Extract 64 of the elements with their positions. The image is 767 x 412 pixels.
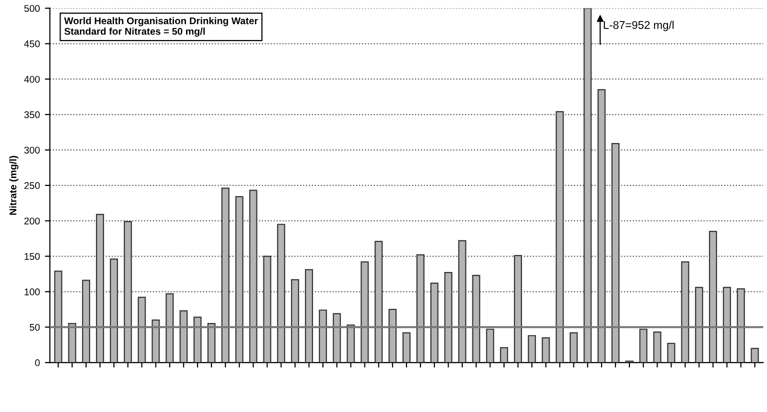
bar [110,258,118,363]
bar [667,342,676,363]
bar [180,310,188,363]
y-tick-label: 50 [30,324,40,331]
y-axis-title: Nitrate (mg/l) [9,156,18,215]
bar [152,319,160,363]
y-tick-label: 200 [24,218,40,224]
y-tick-label: 150 [24,253,40,260]
bar [388,308,397,363]
bar [500,347,508,363]
bar [722,286,731,363]
bar [570,332,578,363]
bar [374,240,383,363]
bar [277,224,286,363]
bar [332,313,341,363]
bar [472,274,480,363]
bar [750,348,759,363]
bar [708,230,718,363]
bar [291,279,300,363]
bar [458,240,466,363]
bar [430,282,438,363]
y-tick-label: 0 [35,359,40,366]
bar [193,316,202,363]
bar [82,280,90,363]
bar [695,286,704,363]
bar [736,288,745,363]
bar [54,270,62,363]
bar [263,256,272,363]
bar [124,220,132,363]
y-tick-label: 100 [24,288,40,296]
bar [318,310,327,363]
bar [360,261,369,363]
bar [681,261,690,363]
bar [138,296,146,363]
bar [639,328,648,363]
y-tick-label: 300 [24,146,40,154]
bar [221,188,230,363]
bar [207,323,216,363]
bar [542,337,550,363]
bar [598,89,606,363]
bar [166,293,174,363]
bar [653,332,662,363]
bar [514,255,522,363]
bar [611,143,620,363]
y-tick-label: 450 [24,40,40,48]
bar [556,111,564,363]
y-tick-label: 400 [24,76,40,83]
bar [235,196,244,363]
y-tick-label: 250 [24,182,40,190]
annotation: World Health Organisation Drinking Water Standard for Nitrates = 50 mg/l [64,17,258,37]
bar [249,190,258,363]
y-tick-label: 500 [24,4,40,12]
bar [402,332,411,363]
bar [304,269,314,363]
bar [346,324,355,363]
y-tick-label: 350 [24,111,40,118]
bar [444,272,452,363]
bar [528,335,536,363]
bar [486,328,494,363]
bar [584,8,592,363]
bar [68,323,76,363]
bar [416,254,424,363]
annotation: L-87=952 mg/l [604,20,674,32]
bar [96,214,104,363]
